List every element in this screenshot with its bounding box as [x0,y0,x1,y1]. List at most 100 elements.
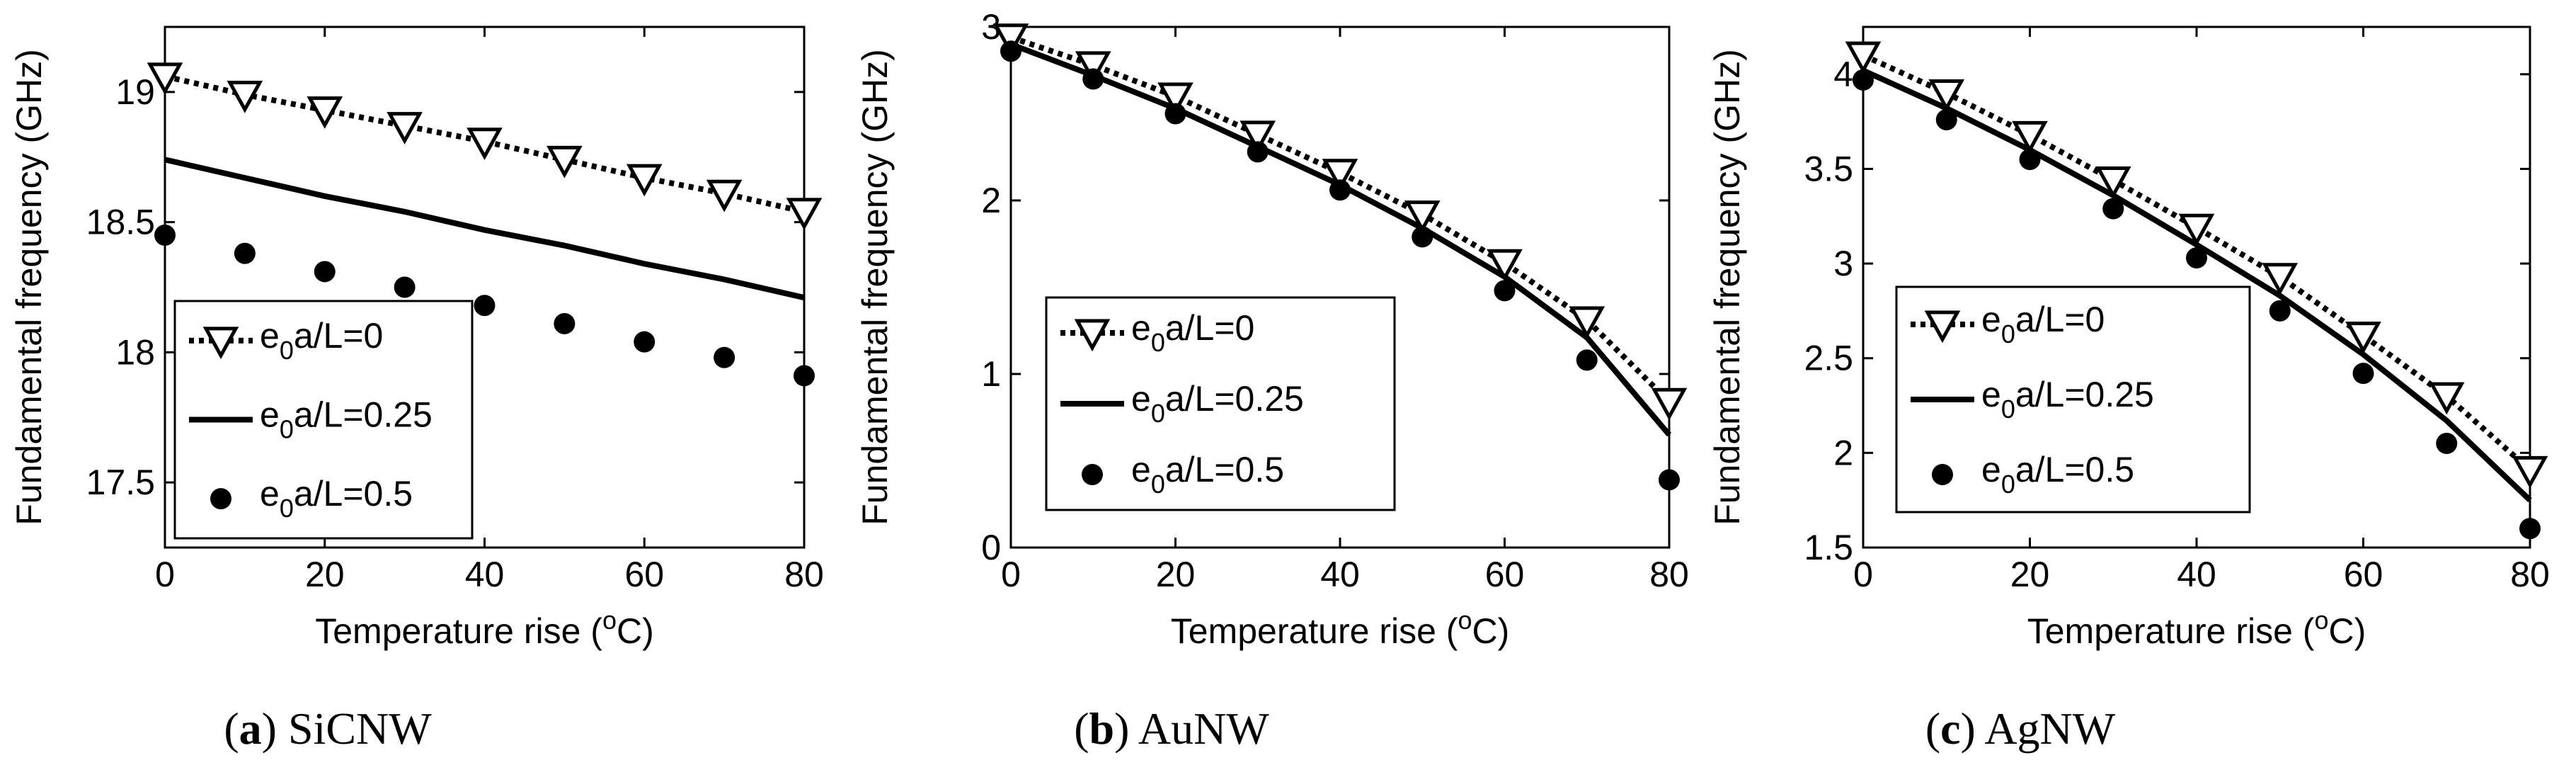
legend-entry: e0a/L=0.5 [1082,450,1284,499]
x-tick-label: 20 [305,555,345,594]
data-point-dot [1164,103,1186,125]
series-line [1862,67,2532,503]
legend-label: e0a/L=0 [1131,308,1254,357]
legend-swatch-triangle [1924,310,1961,344]
series-dotted-triangle [147,62,823,231]
data-point-dot [2352,363,2374,385]
legend-swatch-triangle [202,327,239,360]
legend-swatch-dot [1932,464,1953,485]
chart-panel-3: 0 20 40 60 80 1.5 2 2.5 3 3.5 4 Fundamental frequen… [1707,25,2550,754]
series-dots [154,225,815,387]
data-point-dot [154,225,176,246]
data-point-triangle [1651,387,1688,421]
data-point-triangle [1569,306,1605,339]
x-tick-label: 20 [2010,555,2050,594]
data-point-triangle [626,164,663,197]
y-tick-label: 3 [1833,244,1853,283]
data-point-triangle [2262,263,2299,296]
data-point-triangle [466,127,503,160]
y-tick-label: 3.5 [1804,149,1853,188]
x-tick-label: 0 [1001,555,1021,594]
series-line [164,157,805,301]
data-point-dot [1576,349,1598,371]
panel-caption: (a) SiCNW [224,703,432,754]
data-point-dot [1935,108,1957,130]
y-tick-label: 19 [115,72,155,112]
data-point-dot [2269,300,2291,322]
data-point-dot [794,365,815,387]
legend-entry: e0a/L=0.5 [1932,450,2134,499]
panel-caption: (c) AgNW [1925,703,2116,754]
x-tick-label: 40 [1320,555,1360,594]
y-tick-label: 17.5 [86,463,155,502]
data-point-dot [2102,198,2124,220]
y-tick-label: 2 [1833,433,1853,472]
x-axis-label: Temperature rise (oC) [1171,606,1510,651]
x-tick-label: 40 [2177,555,2216,594]
x-tick-label: 80 [784,555,824,594]
series-solid [1862,67,2532,503]
legend: e0a/L=0 e0a/L=0.25 e0a/L=0.5 [1045,296,1396,511]
legend-label: e0a/L=0.25 [260,395,433,444]
y-axis-label: Fundamental frequency (GHz) [855,49,895,526]
data-point-dot [1082,68,1104,90]
data-point-triangle [147,62,183,96]
legend-entry: e0a/L=0 [189,316,383,365]
data-point-dot [1853,69,1874,91]
panel-caption: (b) AuNW [1074,703,1269,754]
data-point-triangle [307,96,343,129]
data-point-dot [474,295,496,317]
data-point-triangle [1240,120,1276,154]
legend-swatch-dot [210,488,231,510]
y-tick-label: 0 [981,528,1001,567]
y-axis-label: Fundamental frequency (GHz) [1707,49,1747,526]
data-point-dot [234,242,256,264]
data-point-triangle [1928,79,1965,112]
legend: e0a/L=0 e0a/L=0.25 e0a/L=0.5 [173,300,474,540]
legend-swatch-triangle [1074,319,1111,352]
data-point-triangle [546,145,583,178]
chart-panel-1: 0 20 40 60 80 17.5 18 18.5 19 Fundamental frequen… [9,25,824,754]
data-point-triangle [706,179,743,212]
series-dotted-triangle [1845,41,2548,489]
data-point-triangle [1487,249,1523,282]
data-point-dot [2019,149,2041,171]
legend-swatch-dot [1082,464,1103,485]
data-point-dot [1494,280,1516,302]
data-point-triangle [387,112,423,144]
legend-label: e0a/L=0.5 [1131,450,1284,499]
data-point-triangle [1075,51,1111,84]
x-tick-label: 80 [1649,555,1689,594]
data-point-dot [1329,179,1351,201]
x-tick-label: 60 [2344,555,2383,594]
data-point-triangle [227,81,263,113]
legend-entry: e0a/L=0 [1911,300,2105,348]
legend: e0a/L=0 e0a/L=0.25 e0a/L=0.5 [1895,285,2251,514]
y-tick-label: 18 [115,332,155,372]
data-point-triangle [1322,159,1358,192]
data-point-dot [714,346,735,368]
data-point-dot [1659,469,1680,491]
data-point-triangle [1157,82,1193,115]
data-point-triangle [992,23,1029,56]
data-point-triangle [1404,200,1441,233]
y-tick-label: 4 [1833,55,1853,94]
legend-entry: e0a/L=0.25 [1060,379,1304,428]
series-dots [1000,40,1680,491]
y-axis-label: Fundamental frequency (GHz) [9,49,49,526]
legend-entry: e0a/L=0.25 [1911,375,2154,424]
x-axis-label: Temperature rise (oC) [2027,606,2366,651]
data-point-triangle [2095,166,2131,199]
legend-label: e0a/L=0 [260,316,383,365]
legend-label: e0a/L=0.5 [260,474,413,523]
y-tick-label: 2.5 [1804,339,1853,378]
y-tick-label: 1.5 [1804,528,1853,567]
data-point-dot [394,276,416,298]
x-tick-label: 0 [1853,555,1873,594]
data-point-dot [2436,433,2458,454]
legend-entry: e0a/L=0.25 [189,395,433,444]
legend-label: e0a/L=0 [1981,300,2105,348]
x-tick-label: 40 [465,555,505,594]
series-line [1862,52,2532,472]
